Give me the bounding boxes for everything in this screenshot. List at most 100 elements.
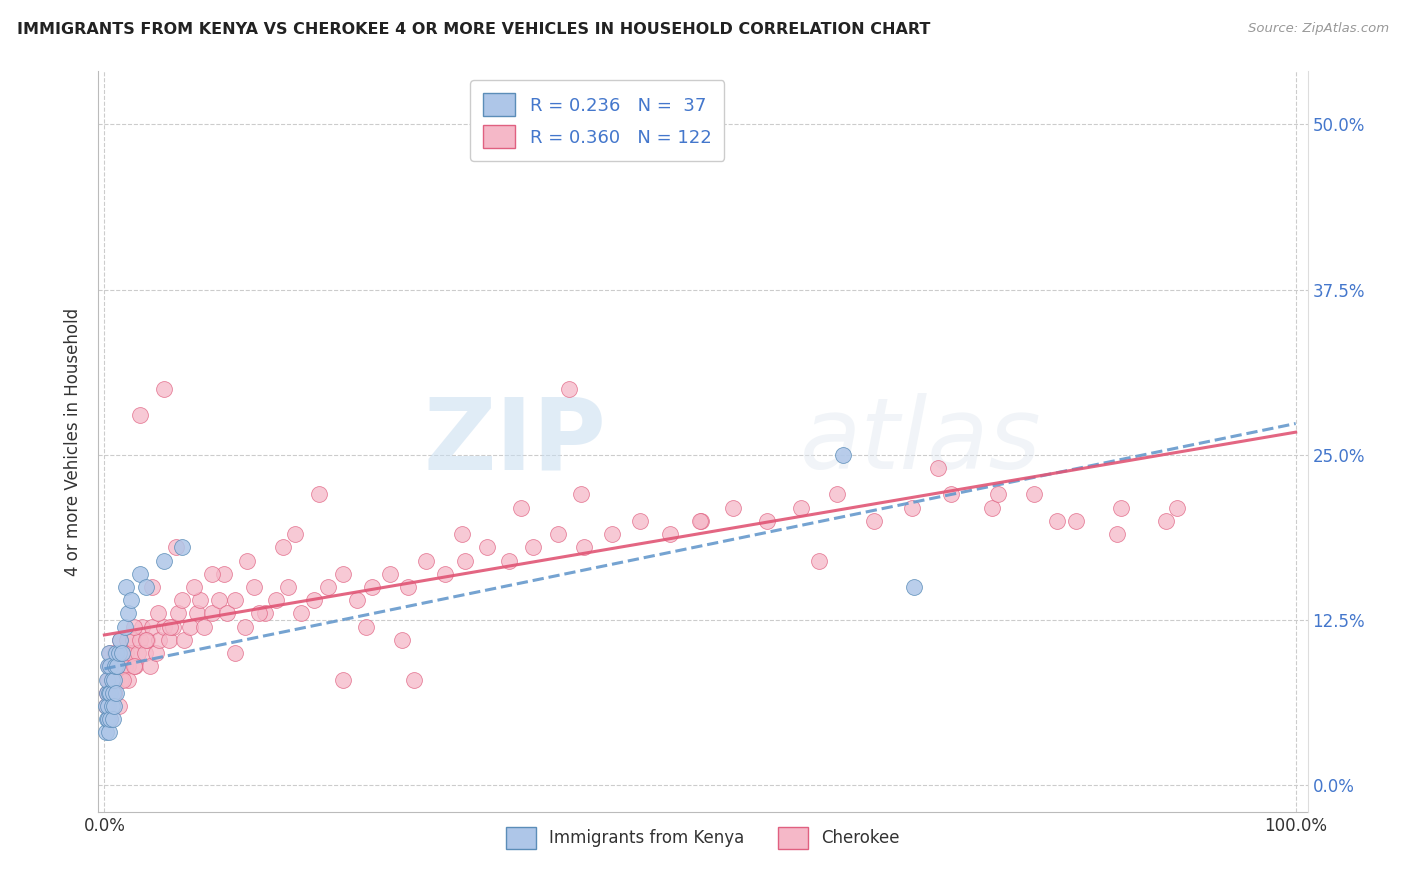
Point (129, 632, 152, 647)
Point (200, 566, 222, 581)
Point (135, 632, 157, 647)
Point (290, 607, 312, 621)
Point (97, 673, 120, 687)
Point (1105, 527, 1128, 541)
Text: atlas: atlas (800, 393, 1042, 490)
Point (200, 607, 222, 621)
Point (454, 553, 477, 567)
Point (157, 632, 180, 647)
Point (124, 659, 146, 673)
Y-axis label: 4 or more Vehicles in Household: 4 or more Vehicles in Household (65, 308, 83, 575)
Point (941, 487, 963, 501)
Point (120, 646, 142, 660)
Point (755, 514, 778, 528)
Point (96, 712, 118, 726)
Point (167, 607, 190, 621)
Point (308, 487, 330, 501)
Point (825, 487, 848, 501)
Point (236, 553, 259, 567)
Point (193, 620, 215, 634)
Point (145, 646, 167, 660)
Point (100, 673, 122, 687)
Point (96, 673, 118, 687)
Point (100, 673, 122, 687)
Point (127, 646, 149, 660)
Point (104, 646, 127, 660)
Point (96, 686, 118, 700)
Point (98, 646, 121, 660)
Point (98, 659, 121, 673)
Point (170, 541, 193, 555)
Point (271, 541, 294, 555)
Point (101, 659, 124, 673)
Point (346, 593, 368, 607)
Point (233, 620, 256, 634)
Point (863, 514, 886, 528)
Point (111, 659, 134, 673)
Point (97, 659, 120, 673)
Point (129, 566, 152, 581)
Point (108, 632, 131, 647)
Point (162, 620, 184, 634)
Point (98, 659, 121, 673)
Point (94, 698, 117, 713)
Text: IMMIGRANTS FROM KENYA VS CHEROKEE 4 OR MORE VEHICLES IN HOUSEHOLD CORRELATION CH: IMMIGRANTS FROM KENYA VS CHEROKEE 4 OR M… (17, 22, 931, 37)
Point (380, 566, 402, 581)
Point (94, 725, 117, 739)
Point (107, 659, 129, 673)
Point (558, 382, 581, 396)
Point (901, 500, 924, 515)
Point (569, 487, 592, 501)
Point (987, 487, 1010, 501)
Point (1154, 514, 1177, 528)
Point (217, 607, 239, 621)
Point (94, 698, 117, 713)
Point (112, 673, 135, 687)
Point (1109, 500, 1132, 515)
Point (98, 686, 121, 700)
Point (153, 553, 176, 567)
Point (208, 593, 231, 607)
Point (302, 593, 325, 607)
Point (254, 607, 277, 621)
Text: ZIP: ZIP (423, 393, 606, 490)
Point (98, 686, 121, 700)
Point (114, 646, 136, 660)
Point (170, 593, 193, 607)
Point (224, 646, 246, 660)
Point (100, 698, 122, 713)
Point (243, 580, 266, 594)
Point (101, 712, 124, 726)
Point (630, 514, 652, 528)
Point (136, 632, 159, 647)
Point (134, 646, 156, 660)
Point (173, 632, 195, 647)
Point (97, 698, 120, 713)
Point (980, 500, 1002, 515)
Point (1066, 514, 1088, 528)
Point (318, 580, 340, 594)
Point (107, 659, 129, 673)
Point (475, 541, 498, 555)
Point (165, 541, 187, 555)
Point (117, 673, 139, 687)
Point (159, 620, 181, 634)
Point (146, 607, 169, 621)
Point (98, 712, 121, 726)
Point (361, 580, 384, 594)
Point (659, 527, 682, 541)
Point (498, 553, 520, 567)
Point (96, 686, 118, 700)
Point (105, 646, 128, 660)
Point (122, 632, 145, 647)
Point (138, 659, 160, 673)
Point (396, 580, 419, 594)
Point (808, 553, 831, 567)
Point (522, 541, 544, 555)
Point (103, 698, 125, 713)
Point (114, 580, 136, 594)
Point (903, 580, 925, 594)
Point (122, 620, 145, 634)
Point (112, 646, 135, 660)
Point (141, 580, 163, 594)
